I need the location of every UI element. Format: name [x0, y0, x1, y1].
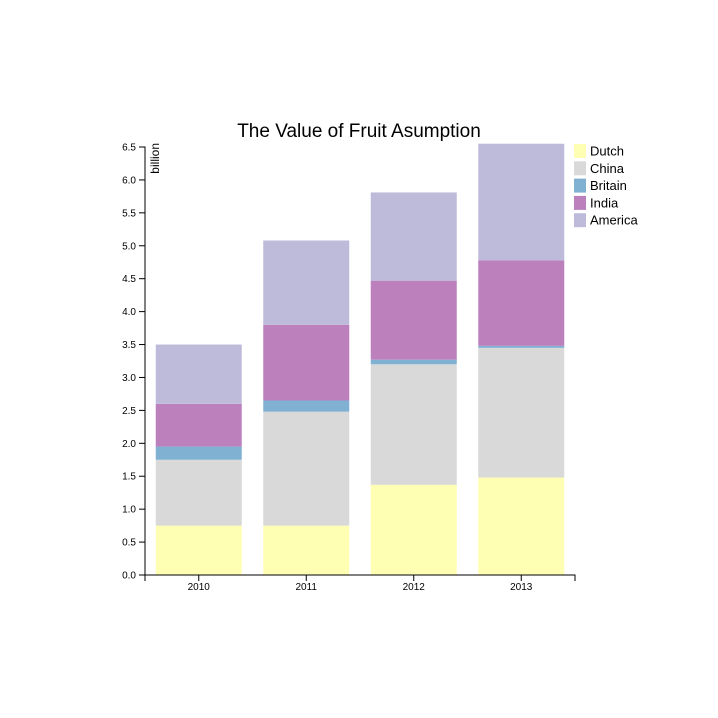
x-axis: 2010 2011 2012 2013 [144, 574, 576, 593]
legend-swatch-dutch [574, 144, 586, 158]
bar-america-2011 [263, 240, 350, 325]
y-axis-line [139, 146, 146, 576]
y-axis: 0.0 0.5 1.0 1.5 2.0 2.5 3.0 3.5 4.0 4.5 5.0 5.5 6.0 6… [122, 143, 146, 582]
y-tick-label: 6.5 [122, 143, 136, 154]
legend-label-america: America [590, 213, 638, 228]
bar-america-2012 [370, 192, 457, 281]
bar-india-2013 [478, 260, 565, 346]
bar-america-2013 [478, 143, 565, 261]
bar-china-2013 [478, 347, 565, 478]
y-tick-label: 3.0 [122, 373, 136, 384]
bar-china-2010 [155, 459, 242, 526]
y-tick-label: 4.5 [122, 274, 136, 285]
legend-label-india: India [590, 195, 619, 210]
bar-dutch-2013 [478, 477, 565, 575]
y-tick-label: 5.0 [122, 241, 136, 252]
bars-group [155, 143, 565, 575]
bar-britain-2010 [155, 446, 242, 460]
bar-india-2011 [263, 324, 350, 401]
y-tick-label: 0.0 [122, 571, 136, 582]
bar-britain-2013 [478, 345, 565, 348]
x-tick-label: 2012 [403, 582, 426, 593]
chart-title: The Value of Fruit Asumption [237, 121, 481, 142]
bar-dutch-2011 [263, 525, 350, 575]
y-tick-label: 5.5 [122, 208, 136, 219]
y-axis-title: billion [148, 143, 162, 174]
y-tick-label: 2.0 [122, 439, 136, 450]
y-tick-label: 1.0 [122, 505, 136, 516]
y-tick-label: 1.5 [122, 472, 136, 483]
legend-swatch-china [574, 161, 586, 176]
legend-label-dutch: Dutch [590, 144, 624, 159]
bar-india-2012 [370, 280, 457, 360]
x-tick-label: 2011 [295, 582, 317, 593]
y-tick-label: 4.0 [122, 307, 136, 318]
bar-america-2010 [155, 344, 242, 404]
x-tick-label: 2013 [510, 582, 533, 593]
legend-swatch-america [574, 213, 586, 228]
bar-china-2011 [263, 411, 350, 526]
bar-dutch-2010 [155, 525, 242, 575]
y-tick-label: 2.5 [122, 406, 136, 417]
bar-dutch-2012 [370, 484, 457, 575]
legend-label-china: China [590, 161, 625, 176]
x-axis-line [144, 574, 576, 581]
bar-india-2010 [155, 403, 242, 447]
y-tick-label: 3.5 [122, 340, 136, 351]
y-tick-label: 6.0 [122, 175, 136, 186]
legend: Dutch China Britain India America [574, 144, 638, 228]
bar-britain-2012 [370, 359, 457, 365]
x-tick-label: 2010 [188, 582, 211, 593]
legend-label-britain: Britain [590, 178, 627, 193]
bar-china-2012 [370, 364, 457, 485]
legend-swatch-britain [574, 178, 586, 193]
y-tick-label: 0.5 [122, 538, 136, 549]
bar-britain-2011 [263, 400, 350, 412]
legend-swatch-india [574, 195, 586, 210]
